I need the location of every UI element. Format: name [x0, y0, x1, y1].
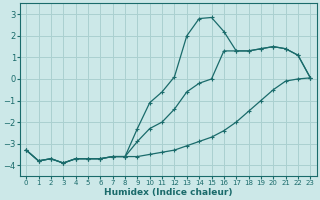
X-axis label: Humidex (Indice chaleur): Humidex (Indice chaleur)	[104, 188, 233, 197]
